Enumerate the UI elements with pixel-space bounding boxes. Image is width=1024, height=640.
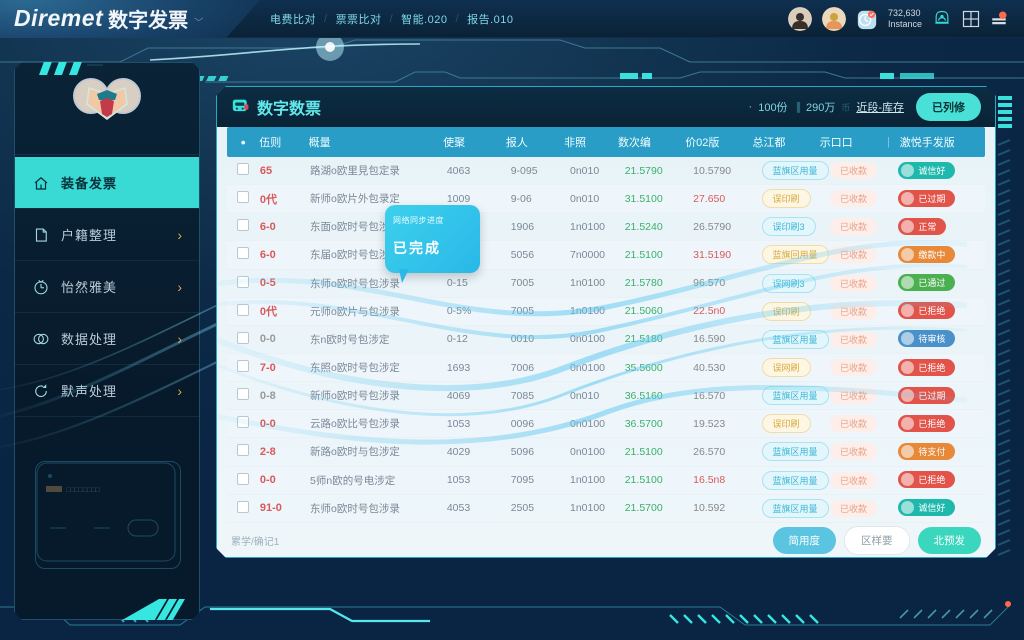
svg-text:□□□□□□□□: □□□□□□□□	[66, 487, 101, 494]
